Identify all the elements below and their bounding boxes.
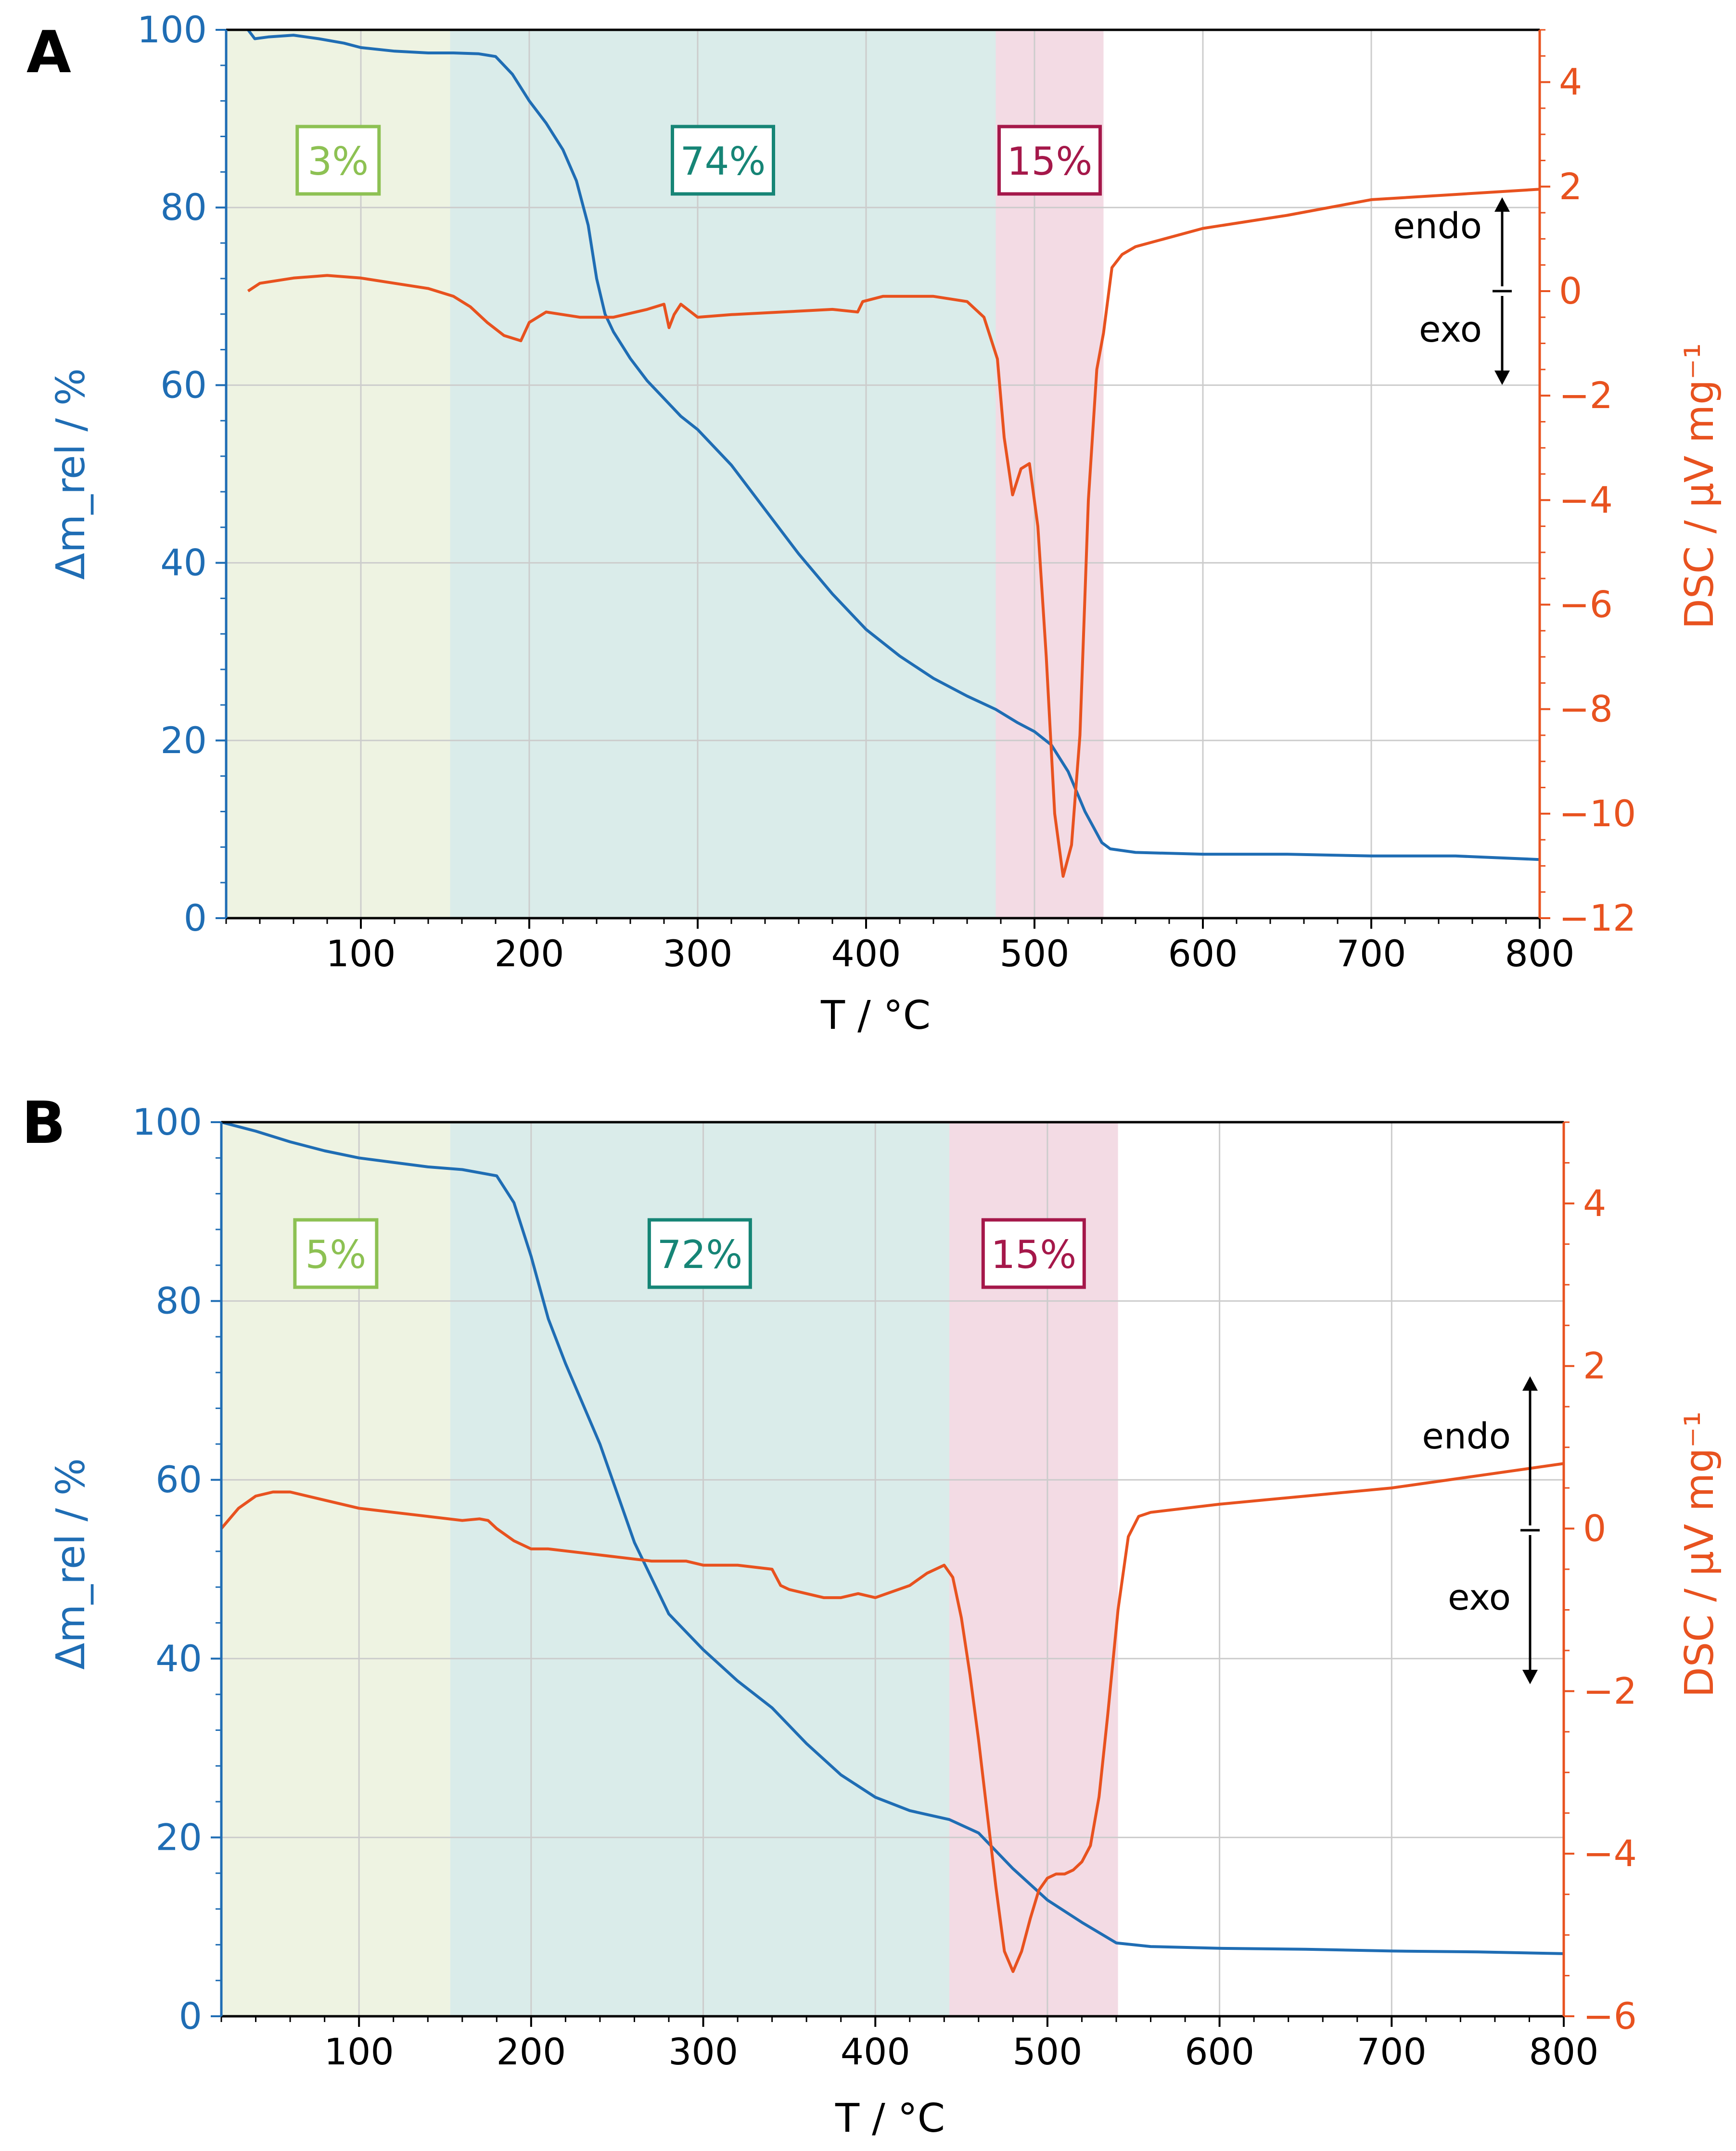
y2-tick-label: −2 [1583,1669,1637,1712]
data-series [220,1121,1564,1973]
dsc-curve [220,1462,1564,1973]
x-tick-label: 100 [324,2030,394,2073]
region-label-box [981,1218,1086,1289]
region-label-3: 15% [991,1232,1076,1277]
right-axis-label: DSC / µV mg⁻¹ [1677,343,1723,629]
panel-a: A 100 200 300 400 500 600 700 800 020406080100 … [26,8,1723,1038]
x-tick-label: 500 [999,932,1069,975]
y-tick-label: 60 [155,1458,202,1501]
region-label-1: 3% [307,139,369,184]
x-tick-label: 700 [1357,2030,1427,2073]
y-tick-label: 40 [160,541,207,584]
right-axis-ticks: −6 −4 −2 0 2 4 [1564,1121,1637,2037]
x-tick-label: 200 [494,932,564,975]
y-tick-label: 80 [160,186,207,229]
exo-arrow-head [1522,1670,1538,1684]
region-label-box [295,125,381,196]
region-label-3: 15% [1007,139,1093,184]
x-tick-label: 400 [841,2030,910,2073]
dsc-curve [247,188,1540,878]
region-percent-labels: 3% 74% 15% [295,125,1102,196]
y2-tick-label: −6 [1583,1995,1637,2037]
right-axis-label: DSC / µV mg⁻¹ [1677,1411,1723,1698]
y-tick-label: 0 [184,896,207,939]
y-tick-label: 100 [137,8,207,51]
left-axis-label: Δm_rel / % [48,368,94,580]
tga-mass-curve [221,1121,1564,1955]
x-tick-label: 700 [1336,932,1406,975]
region-label-box [997,125,1102,196]
y-tick-label: 80 [155,1280,202,1322]
y-tick-label: 60 [160,363,207,406]
y2-tick-label: −12 [1559,896,1636,939]
x-axis-ticks: 100 200 300 400 500 600 700 800 [225,918,1575,975]
exo-label: exo [1419,309,1482,350]
x-tick-label: 600 [1185,2030,1254,2073]
y2-tick-label: −6 [1559,583,1613,626]
tga-mass-curve [247,29,1540,861]
region-label-box [293,1218,379,1289]
endo-arrow-head [1522,1376,1538,1391]
y2-tick-label: −8 [1559,688,1613,730]
left-axis-ticks: 0 20 40 60 80 100 [137,8,226,939]
y2-tick-label: 0 [1583,1507,1606,1550]
y-tick-label: 40 [155,1637,202,1680]
region-percent-labels: 5% 72% 15% [293,1218,1086,1289]
y2-tick-label: 2 [1559,165,1582,208]
right-axis-ticks: −12 −10 −8 −6 −4 −2 0 2 4 [1540,29,1636,939]
endo-arrow-head [1494,197,1510,212]
x-axis-label: T / °C [835,2096,945,2141]
y2-tick-label: 2 [1583,1344,1606,1387]
x-tick-label: 800 [1529,2030,1598,2073]
panel-label: B [22,1090,65,1157]
exo-arrow-head [1494,371,1510,385]
y2-tick-label: 4 [1559,61,1582,103]
region-label-box [671,125,775,196]
region-label-box [647,1218,752,1289]
x-tick-label: 300 [663,932,732,975]
endo-label: endo [1393,205,1482,247]
y-tick-label: 20 [155,1816,202,1858]
endo-exo-indicator: endo exo [1393,197,1512,385]
panel-b: B 100 200 300 400 500 600 700 800 020406080100 … [22,1090,1723,2141]
x-tick-label: 800 [1505,932,1574,975]
x-tick-label: 200 [496,2030,566,2073]
exo-label: exo [1448,1577,1511,1618]
y2-tick-label: 0 [1559,269,1582,312]
x-tick-label: 500 [1012,2030,1082,2073]
endo-label: endo [1422,1416,1511,1457]
x-tick-label: 100 [326,932,396,975]
region-label-1: 5% [305,1232,366,1277]
y2-tick-label: −2 [1559,374,1613,417]
x-axis-label: T / °C [820,993,931,1038]
y2-tick-label: 4 [1583,1182,1606,1225]
x-tick-label: 600 [1168,932,1238,975]
y2-tick-label: −10 [1559,792,1636,835]
y-tick-label: 20 [160,719,207,762]
y2-tick-label: −4 [1559,478,1613,521]
panel-label: A [26,19,71,86]
x-tick-label: 300 [668,2030,738,2073]
x-tick-label: 400 [831,932,901,975]
region-label-2: 74% [680,139,766,184]
data-series [247,29,1540,878]
y2-tick-label: −4 [1583,1832,1637,1875]
x-axis-ticks: 100 200 300 400 500 600 700 800 [220,2016,1599,2073]
y-tick-label: 0 [179,1995,202,2037]
left-axis-label: Δm_rel / % [48,1458,94,1670]
left-axis-ticks: 0 20 40 60 80 100 [132,1101,221,2037]
y-tick-label: 100 [132,1101,202,1143]
region-label-2: 72% [657,1232,742,1277]
endo-exo-indicator: endo exo [1422,1376,1540,1684]
